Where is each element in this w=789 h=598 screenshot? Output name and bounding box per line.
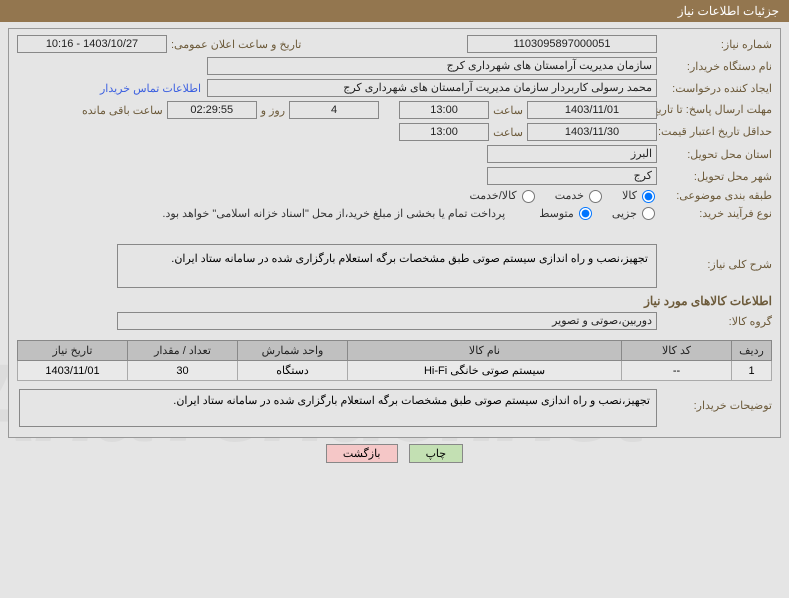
buyer-note-label: توضیحات خریدار: [657, 389, 772, 427]
city-label: شهر محل تحویل: [657, 170, 772, 183]
buyer-contact-link[interactable]: اطلاعات تماس خریدار [100, 82, 207, 95]
pt-medium-option[interactable]: متوسط [539, 207, 594, 221]
time-label-2: ساعت [489, 126, 527, 139]
buyer-org-field: سازمان مدیریت آرامستان های شهرداری کرج [207, 57, 657, 75]
city-field: کرج [487, 167, 657, 185]
table-cell: 1 [732, 361, 772, 381]
buyer-note-box: تجهیز،نصب و راه اندازی سیستم صوتی طبق مش… [19, 389, 657, 427]
province-field: البرز [487, 145, 657, 163]
deadline-send-label: مهلت ارسال پاسخ: تا تاریخ: [657, 105, 772, 116]
deadline-send-date: 1403/11/01 [527, 101, 657, 119]
pt-partial-label: جزیی [612, 208, 637, 220]
table-header: تعداد / مقدار [128, 341, 238, 361]
category-label: طبقه بندی موضوعی: [657, 189, 772, 202]
days-suffix: روز و [257, 104, 289, 117]
table-cell: دستگاه [238, 361, 348, 381]
validity-time: 13:00 [399, 123, 489, 141]
remain-suffix: ساعت باقی مانده [78, 104, 167, 117]
main-panel: شماره نیاز: 1103095897000051 تاریخ و ساع… [8, 28, 781, 438]
goods-section-title: اطلاعات کالاهای مورد نیاز [17, 294, 772, 308]
cat-goods-radio[interactable] [642, 190, 655, 203]
validity-label: حداقل تاریخ اعتبار قیمت: تا تاریخ: [657, 127, 772, 138]
buyer-org-label: نام دستگاه خریدار: [657, 60, 772, 73]
validity-date: 1403/11/30 [527, 123, 657, 141]
purchase-type-note: پرداخت تمام یا بخشی از مبلغ خرید،از محل … [162, 207, 525, 220]
time-label-1: ساعت [489, 104, 527, 117]
table-header: کد کالا [622, 341, 732, 361]
need-number-field: 1103095897000051 [467, 35, 657, 53]
summary-label: شرح کلی نیاز: [657, 244, 772, 271]
purchase-type-radio-group: جزیی متوسط [525, 207, 657, 221]
table-cell: سیستم صوتی خانگی Hi-Fi [348, 361, 622, 381]
goods-group-label: گروه کالا: [657, 315, 772, 328]
table-cell: 1403/11/01 [18, 361, 128, 381]
cat-both-option[interactable]: کالا/خدمت [469, 189, 536, 203]
pt-partial-radio[interactable] [642, 207, 655, 220]
table-header: واحد شمارش [238, 341, 348, 361]
goods-table: ردیفکد کالانام کالاواحد شمارشتعداد / مقد… [17, 340, 772, 381]
page-title: جزئیات اطلاعات نیاز [678, 4, 779, 18]
requester-field: محمد رسولی کاربردار سازمان مدیریت آرامست… [207, 79, 657, 97]
cat-service-option[interactable]: خدمت [555, 189, 604, 203]
pt-medium-radio[interactable] [579, 207, 592, 220]
table-header: تاریخ نیاز [18, 341, 128, 361]
announce-label: تاریخ و ساعت اعلان عمومی: [167, 38, 305, 51]
page-title-bar: جزئیات اطلاعات نیاز [0, 0, 789, 22]
print-button[interactable]: چاپ [409, 444, 464, 463]
category-radio-group: کالا خدمت کالا/خدمت [455, 189, 657, 203]
goods-group-field: دوربین،صوتی و تصویر [117, 312, 657, 330]
cat-service-label: خدمت [555, 190, 584, 202]
deadline-send-time: 13:00 [399, 101, 489, 119]
table-header: ردیف [732, 341, 772, 361]
pt-partial-option[interactable]: جزیی [612, 207, 657, 221]
pt-medium-label: متوسط [539, 208, 574, 220]
need-number-label: شماره نیاز: [657, 38, 772, 51]
days-remaining-field: 4 [289, 101, 379, 119]
table-cell: -- [622, 361, 732, 381]
table-cell: 30 [128, 361, 238, 381]
table-header: نام کالا [348, 341, 622, 361]
button-row: چاپ بازگشت [0, 444, 789, 463]
cat-both-radio[interactable] [522, 190, 535, 203]
purchase-type-label: نوع فرآیند خرید: [657, 207, 772, 220]
cat-goods-label: کالا [622, 190, 637, 202]
cat-service-radio[interactable] [589, 190, 602, 203]
cat-both-label: کالا/خدمت [469, 190, 516, 202]
countdown-field: 02:29:55 [167, 101, 257, 119]
back-button[interactable]: بازگشت [326, 444, 398, 463]
requester-label: ایجاد کننده درخواست: [657, 82, 772, 95]
summary-box: تجهیز،نصب و راه اندازی سیستم صوتی طبق مش… [117, 244, 657, 288]
province-label: استان محل تحویل: [657, 148, 772, 161]
table-row: 1--سیستم صوتی خانگی Hi-Fiدستگاه301403/11… [18, 361, 772, 381]
cat-goods-option[interactable]: کالا [622, 189, 657, 203]
announce-field: 1403/10/27 - 10:16 [17, 35, 167, 53]
